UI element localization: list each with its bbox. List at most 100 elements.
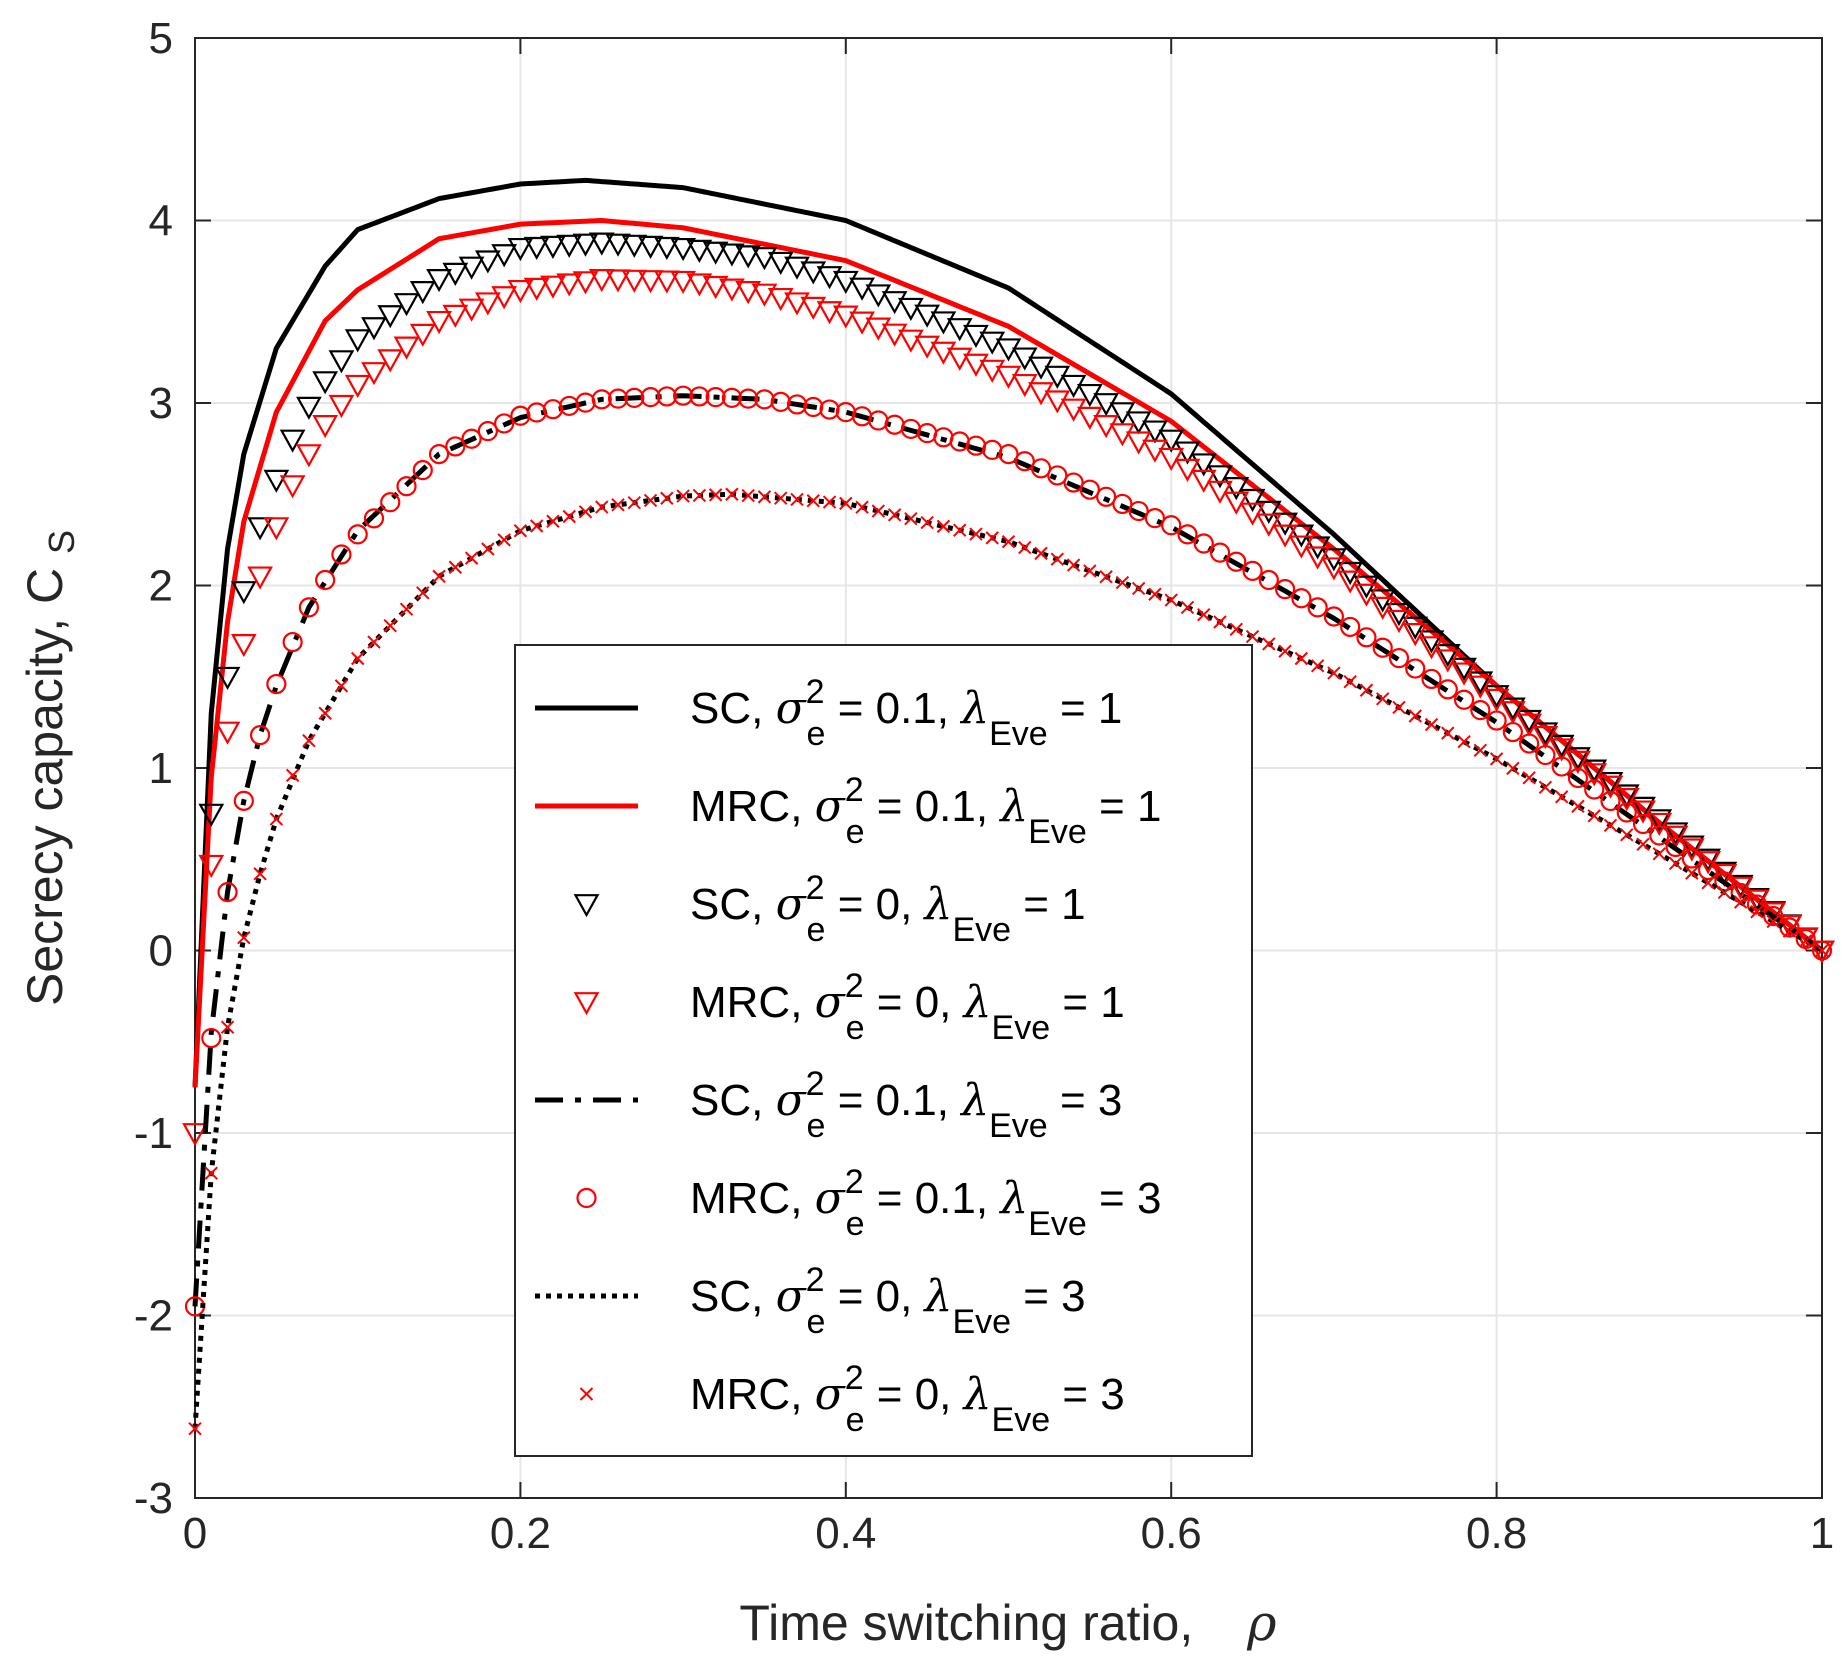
data-point (1500, 697, 1526, 721)
data-point (1388, 648, 1410, 669)
data-point (247, 566, 273, 590)
data-point (757, 490, 772, 504)
data-point (1746, 894, 1768, 915)
data-point (1516, 713, 1543, 737)
data-point (1197, 607, 1211, 622)
data-point (1245, 629, 1260, 644)
data-point (1096, 486, 1117, 507)
data-point (1099, 570, 1113, 584)
data-point (1554, 790, 1569, 804)
data-point (1613, 788, 1640, 812)
data-point (546, 514, 560, 528)
data-point (952, 523, 967, 537)
data-point (312, 371, 339, 395)
data-point (1369, 589, 1396, 613)
data-point (409, 323, 436, 347)
x-tick-label: 0 (183, 1509, 207, 1558)
data-point (497, 533, 511, 547)
data-point (491, 286, 517, 310)
data-point (214, 721, 241, 745)
data-point (1161, 515, 1182, 536)
data-point (686, 239, 713, 263)
data-point (464, 551, 479, 565)
data-point (871, 504, 886, 518)
x-tick-label: 0.2 (490, 1509, 551, 1558)
data-point (1014, 451, 1035, 472)
data-point (409, 281, 436, 305)
legend-label: SC, σ2 e = 0.1, λEve = 3 (690, 1065, 1122, 1145)
data-point (296, 396, 322, 420)
legend-items: SC, σ2 e = 0.1, λEve = 1 MRC, σ2 e = 0.1, λ… (535, 673, 1161, 1439)
data-point (217, 881, 238, 903)
data-point (393, 336, 420, 360)
data-point (1434, 649, 1461, 673)
y-axis-label-subscript: S (41, 530, 82, 554)
data-point (230, 581, 257, 605)
data-point (315, 569, 336, 591)
data-point (930, 311, 957, 335)
series-group (182, 177, 1835, 1436)
data-point (361, 317, 387, 341)
data-point (445, 436, 466, 457)
data-point (1421, 668, 1442, 690)
data-point (1258, 569, 1279, 591)
data-point (233, 790, 254, 811)
legend-item: MRC, σ2 e = 0.1, λEve = 1 (535, 771, 1161, 851)
data-point (334, 679, 349, 693)
data-point (790, 492, 804, 507)
data-point (1782, 924, 1797, 938)
data-point (819, 399, 840, 420)
data-point (1386, 609, 1412, 634)
data-point (1115, 575, 1130, 590)
data-point (1434, 644, 1461, 668)
data-point (556, 234, 583, 258)
data-point (285, 768, 300, 783)
data-point (611, 498, 625, 512)
data-point (1532, 725, 1559, 750)
data-point (914, 304, 941, 328)
data-point (1522, 771, 1536, 785)
data-point (182, 1123, 208, 1147)
data-point (721, 387, 743, 408)
data-point (1678, 835, 1705, 859)
data-point (562, 509, 576, 524)
data-point (969, 527, 983, 541)
data-point (624, 387, 645, 408)
data-point (1763, 905, 1784, 927)
data-point (201, 1027, 222, 1049)
data-point (263, 469, 290, 493)
data-point (363, 508, 385, 529)
data-point (377, 349, 404, 373)
x-axis-label-symbol: ρ (1246, 1594, 1277, 1652)
data-point (1079, 479, 1100, 500)
data-point (214, 666, 241, 691)
data-point (1502, 721, 1523, 743)
data-point (1424, 717, 1439, 732)
data-point (1685, 866, 1699, 880)
legend-marker-swatch (576, 1187, 597, 1209)
data-point (898, 329, 924, 353)
y-axis-label-text: Secrecy capacity, C (17, 568, 73, 1006)
data-point (1392, 700, 1406, 715)
data-point (1226, 551, 1247, 572)
data-point (442, 262, 469, 286)
data-point (998, 444, 1019, 465)
data-point (786, 394, 808, 415)
data-point (312, 415, 339, 439)
data-point (377, 305, 404, 329)
data-point (754, 389, 775, 410)
data-point (1180, 600, 1195, 615)
data-point (540, 235, 566, 259)
data-point (477, 421, 498, 442)
data-point (904, 511, 918, 526)
data-point (1489, 752, 1504, 766)
data-point (1148, 587, 1162, 601)
data-point (946, 318, 973, 342)
data-point (621, 234, 648, 258)
data-point (328, 350, 355, 374)
data-point (1597, 771, 1624, 796)
x-axis-label-text: Time switching ratio, (739, 1595, 1193, 1651)
data-point (302, 733, 316, 748)
data-point (607, 388, 629, 409)
